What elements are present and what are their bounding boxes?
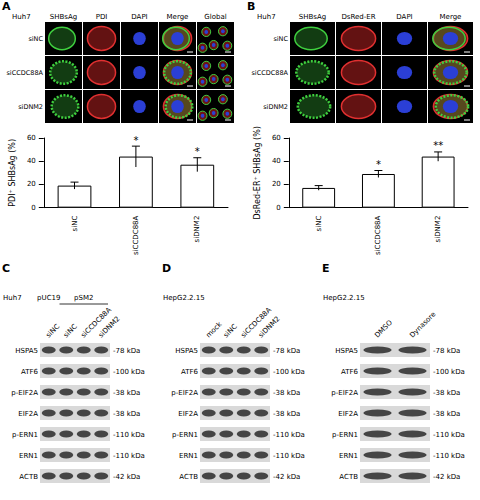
svg-text:-38 kDa: -38 kDa [113,389,140,397]
svg-text:*: * [195,146,200,157]
svg-text:siNC: siNC [71,216,79,232]
svg-text:*: * [376,159,381,170]
svg-text:siCCDC88A: siCCDC88A [251,69,288,77]
svg-text:-38 kDa: -38 kDa [433,389,460,397]
svg-text:siNC: siNC [28,35,43,43]
svg-text:-110 kDa: -110 kDa [273,431,305,439]
svg-text:40: 40 [272,157,281,165]
svg-text:siNC: siNC [62,323,79,340]
svg-text:-38 kDa: -38 kDa [273,389,300,397]
svg-text:0: 0 [31,204,35,212]
svg-text:p-EIF2A: p-EIF2A [331,389,358,397]
svg-text:p-ERN1: p-ERN1 [172,431,198,439]
svg-text:B: B [247,0,255,13]
svg-text:p-EIF2A: p-EIF2A [11,389,38,397]
svg-text:-100 kDa: -100 kDa [433,368,465,376]
svg-text:60: 60 [272,134,281,142]
svg-text:ERN1: ERN1 [19,452,38,460]
svg-text:PDI⁺ SHBsAg (%): PDI⁺ SHBsAg (%) [8,139,17,207]
svg-text:siDNM2: siDNM2 [18,103,43,111]
svg-text:DMSO: DMSO [373,318,394,339]
svg-text:DAPI: DAPI [396,13,412,21]
svg-text:60: 60 [27,134,36,142]
svg-text:siNC: siNC [315,216,323,232]
svg-text:p-ERN1: p-ERN1 [332,431,358,439]
svg-text:Huh7: Huh7 [257,13,276,21]
svg-text:-110 kDa: -110 kDa [433,452,465,460]
svg-text:siDNM2: siDNM2 [97,315,122,340]
svg-text:-110 kDa: -110 kDa [273,452,305,460]
svg-text:Global: Global [204,13,226,21]
svg-text:ERN1: ERN1 [339,452,358,460]
svg-text:siDNM2: siDNM2 [263,103,288,111]
svg-text:-42 kDa: -42 kDa [113,473,140,481]
svg-text:ERN1: ERN1 [179,452,198,460]
svg-text:C: C [2,262,10,275]
svg-text:pSM2: pSM2 [74,294,93,302]
svg-text:SHBsAg: SHBsAg [50,13,77,21]
svg-text:-110 kDa: -110 kDa [433,431,465,439]
svg-text:PDI: PDI [96,13,108,21]
svg-text:DsRed-ER⁺ SHBsAg (%): DsRed-ER⁺ SHBsAg (%) [253,126,262,219]
svg-text:A: A [2,0,11,13]
svg-text:pUC19: pUC19 [37,294,60,302]
svg-text:siDNM2: siDNM2 [257,315,282,340]
svg-text:HSPA5: HSPA5 [15,347,38,355]
svg-text:ATF6: ATF6 [341,368,359,376]
svg-text:0: 0 [276,204,280,212]
svg-text:40: 40 [27,157,36,165]
svg-text:ACTB: ACTB [19,473,38,481]
svg-text:siNC: siNC [222,323,239,340]
svg-text:-42 kDa: -42 kDa [433,473,460,481]
svg-text:siCCDC88A: siCCDC88A [6,69,43,77]
svg-text:EIF2A: EIF2A [178,410,198,418]
svg-text:20: 20 [272,180,281,188]
svg-text:-38 kDa: -38 kDa [273,410,300,418]
svg-text:-110 kDa: -110 kDa [113,452,145,460]
svg-text:siNC: siNC [273,35,288,43]
svg-text:siNC: siNC [45,323,62,340]
svg-text:Huh7: Huh7 [3,294,22,302]
svg-text:-38 kDa: -38 kDa [433,410,460,418]
svg-text:HepG2.2.15: HepG2.2.15 [323,294,365,302]
svg-text:**: ** [433,140,443,151]
svg-text:p-EIF2A: p-EIF2A [171,389,198,397]
svg-text:-78 kDa: -78 kDa [113,347,140,355]
svg-text:-42 kDa: -42 kDa [273,473,300,481]
svg-text:ATF6: ATF6 [181,368,199,376]
svg-text:siCCDC88A: siCCDC88A [374,215,382,255]
svg-text:ACTB: ACTB [339,473,358,481]
svg-text:Huh7: Huh7 [12,13,31,21]
svg-text:20: 20 [27,180,36,188]
svg-text:-100 kDa: -100 kDa [113,368,145,376]
svg-text:p-ERN1: p-ERN1 [12,431,38,439]
svg-text:HepG2.2.15: HepG2.2.15 [163,294,205,302]
svg-text:siDNM2: siDNM2 [434,216,442,243]
svg-text:Merge: Merge [167,13,189,21]
svg-text:-110 kDa: -110 kDa [113,431,145,439]
svg-text:siCCDC88A: siCCDC88A [132,215,140,255]
svg-text:siCCDC88A: siCCDC88A [239,305,273,340]
svg-text:EIF2A: EIF2A [18,410,38,418]
svg-text:siCCDC88A: siCCDC88A [79,305,113,340]
svg-text:mock: mock [205,320,225,340]
svg-text:-78 kDa: -78 kDa [433,347,460,355]
svg-text:siDNM2: siDNM2 [193,216,201,243]
svg-text:-100 kDa: -100 kDa [273,368,305,376]
svg-text:EIF2A: EIF2A [338,410,358,418]
svg-text:SHBsAg: SHBsAg [299,13,326,21]
svg-text:-38 kDa: -38 kDa [113,410,140,418]
svg-text:HSPA5: HSPA5 [175,347,198,355]
svg-text:Dynasore: Dynasore [408,310,437,339]
svg-text:*: * [133,135,138,146]
svg-text:Merge: Merge [440,13,462,21]
svg-text:DsRed-ER: DsRed-ER [341,13,375,21]
svg-text:E: E [322,262,330,275]
svg-text:ACTB: ACTB [179,473,198,481]
svg-text:-78 kDa: -78 kDa [273,347,300,355]
svg-text:D: D [162,262,171,275]
svg-text:ATF6: ATF6 [21,368,39,376]
svg-text:DAPI: DAPI [131,13,147,21]
svg-text:HSPA5: HSPA5 [335,347,358,355]
